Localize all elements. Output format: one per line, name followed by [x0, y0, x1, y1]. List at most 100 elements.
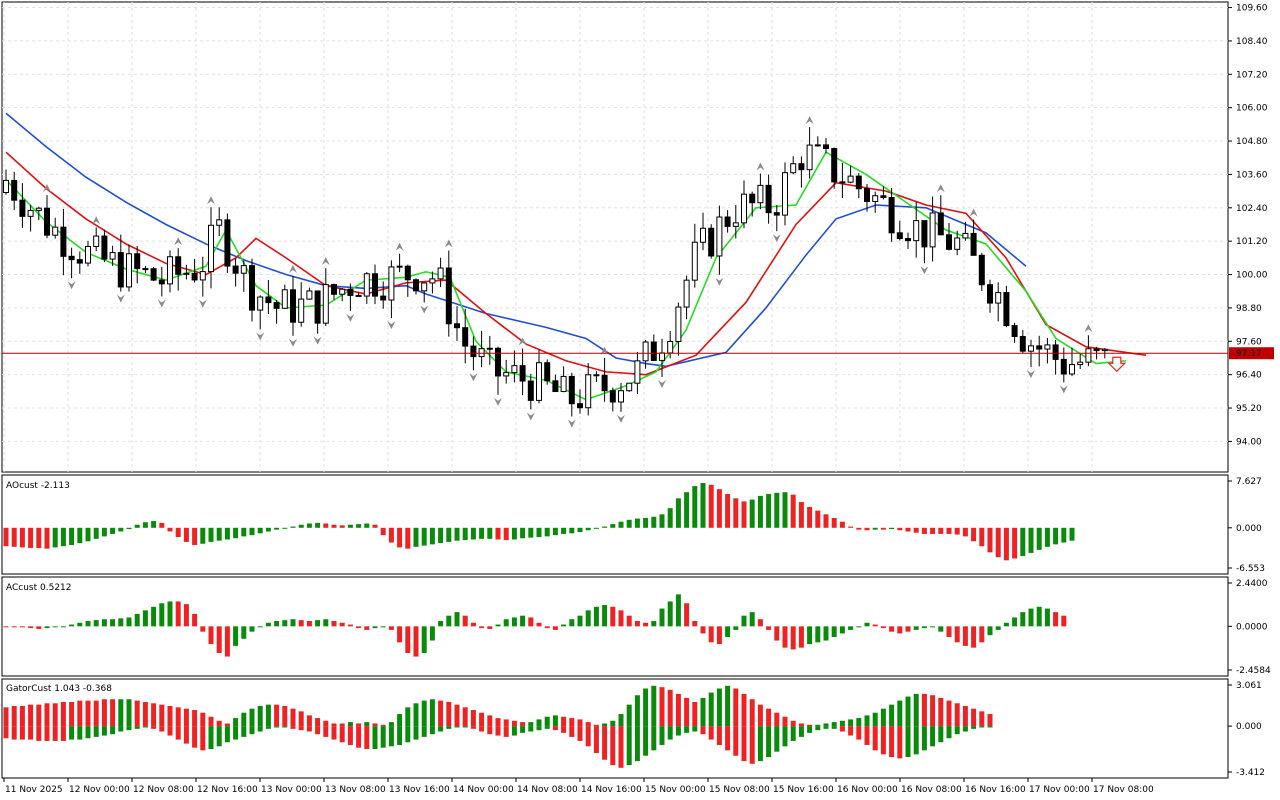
gator-upper-bar [987, 714, 993, 727]
histogram-bar [675, 498, 681, 528]
gator-upper-bar [19, 705, 25, 727]
histogram-bar [356, 626, 362, 629]
candle-body [191, 272, 198, 281]
candle-body [249, 265, 255, 311]
histogram-bar [487, 626, 493, 630]
histogram-bar [315, 522, 321, 528]
gator-lower-bar [282, 726, 288, 728]
histogram-bar [684, 492, 690, 528]
gator-upper-bar [356, 723, 362, 727]
gator-lower-bar [651, 726, 657, 751]
gatorcust-histogram: 3.061 0.000 -3.412 [3, 681, 1265, 778]
gator-upper-bar [815, 724, 821, 727]
candlestick-series[interactable] [3, 127, 1108, 417]
gator-upper-bar [766, 708, 772, 727]
gator-lower-bar [110, 726, 116, 735]
gator-upper-bar [552, 715, 558, 727]
x-tick-label: 16 Nov 00:00 [837, 785, 898, 795]
histogram-bar [848, 626, 854, 630]
gator-upper-bar [224, 723, 230, 727]
histogram-bar [224, 527, 230, 540]
histogram-bar [1003, 527, 1009, 561]
candle-body [642, 341, 649, 362]
gator-upper-bar [716, 688, 722, 727]
candle-body [175, 256, 182, 275]
histogram-bar [954, 626, 960, 643]
gator-lower-bar [618, 726, 624, 768]
gator-upper-bar [331, 723, 337, 727]
histogram-bar [790, 494, 796, 528]
gator-upper-bar [913, 693, 919, 727]
gator-lower-bar [856, 726, 862, 740]
histogram-bar [987, 626, 993, 636]
gator-upper-bar [675, 693, 681, 727]
histogram-bar [790, 626, 796, 650]
histogram-bar [544, 527, 550, 537]
gator-upper-bar [618, 714, 624, 727]
histogram-bar [216, 527, 222, 541]
gator-upper-bar [36, 704, 42, 727]
candle-body [1077, 361, 1084, 366]
histogram-bar [930, 626, 936, 628]
gator-upper-bar [807, 724, 813, 727]
gator-lower-bar [347, 726, 353, 745]
gator-lower-bar [708, 726, 714, 740]
gator-lower-bar [667, 726, 673, 740]
histogram-bar [134, 613, 140, 627]
candle-body [741, 193, 747, 224]
candle-body [68, 255, 75, 261]
candle-body [593, 374, 600, 377]
gator-lower-bar [438, 726, 444, 732]
histogram-bar [134, 524, 140, 528]
candle-body [1060, 358, 1067, 375]
histogram-bar [831, 626, 837, 637]
gator-lower-bar [946, 726, 952, 739]
gator-upper-bar [364, 722, 370, 727]
histogram-bar [520, 527, 526, 539]
gator-lower-bar [552, 726, 558, 731]
gator-upper-bar [569, 718, 575, 727]
gator-lower-bar [167, 726, 173, 736]
gator-upper-bar [183, 708, 189, 727]
histogram-bar [323, 619, 329, 627]
histogram-bar [856, 527, 862, 530]
fractal-down-icon [346, 313, 355, 322]
x-tick-label: 15 Nov 08:00 [709, 785, 770, 795]
histogram-bar [224, 626, 230, 657]
histogram-bar [28, 626, 34, 629]
histogram-bar [28, 527, 34, 549]
candle-body [929, 212, 936, 248]
candle-body [700, 227, 706, 243]
histogram-bar [741, 615, 747, 627]
gator-lower-bar [151, 726, 157, 729]
histogram-bar [930, 527, 936, 534]
gator-upper-bar [479, 712, 485, 727]
gator-lower-bar [790, 726, 796, 741]
y-tick-label: 101.20 [1236, 237, 1268, 247]
candle-body [298, 298, 305, 323]
candle-body [888, 197, 895, 234]
candle-body [757, 184, 764, 204]
gator-upper-bar [274, 704, 280, 727]
gator-upper-bar [946, 700, 952, 727]
histogram-bar [528, 617, 534, 627]
histogram-bar [864, 527, 870, 531]
histogram-bar [782, 626, 788, 648]
y-tick-label: 7.627 [1236, 477, 1262, 487]
histogram-bar [347, 624, 353, 627]
histogram-bar [889, 626, 895, 632]
histogram-bar [725, 494, 731, 528]
histogram-bar [938, 626, 944, 632]
candle-body [1044, 344, 1051, 350]
histogram-bar [667, 508, 673, 528]
histogram-bar [421, 527, 427, 546]
candle-body [216, 219, 223, 226]
x-tick-label: 13 Nov 00:00 [261, 785, 322, 795]
y-tick-label: 104.80 [1236, 137, 1268, 147]
gator-upper-bar [290, 708, 296, 727]
histogram-bar [306, 523, 312, 528]
histogram-bar [1020, 527, 1026, 557]
histogram-bar [979, 527, 985, 547]
histogram-bar [183, 527, 189, 542]
